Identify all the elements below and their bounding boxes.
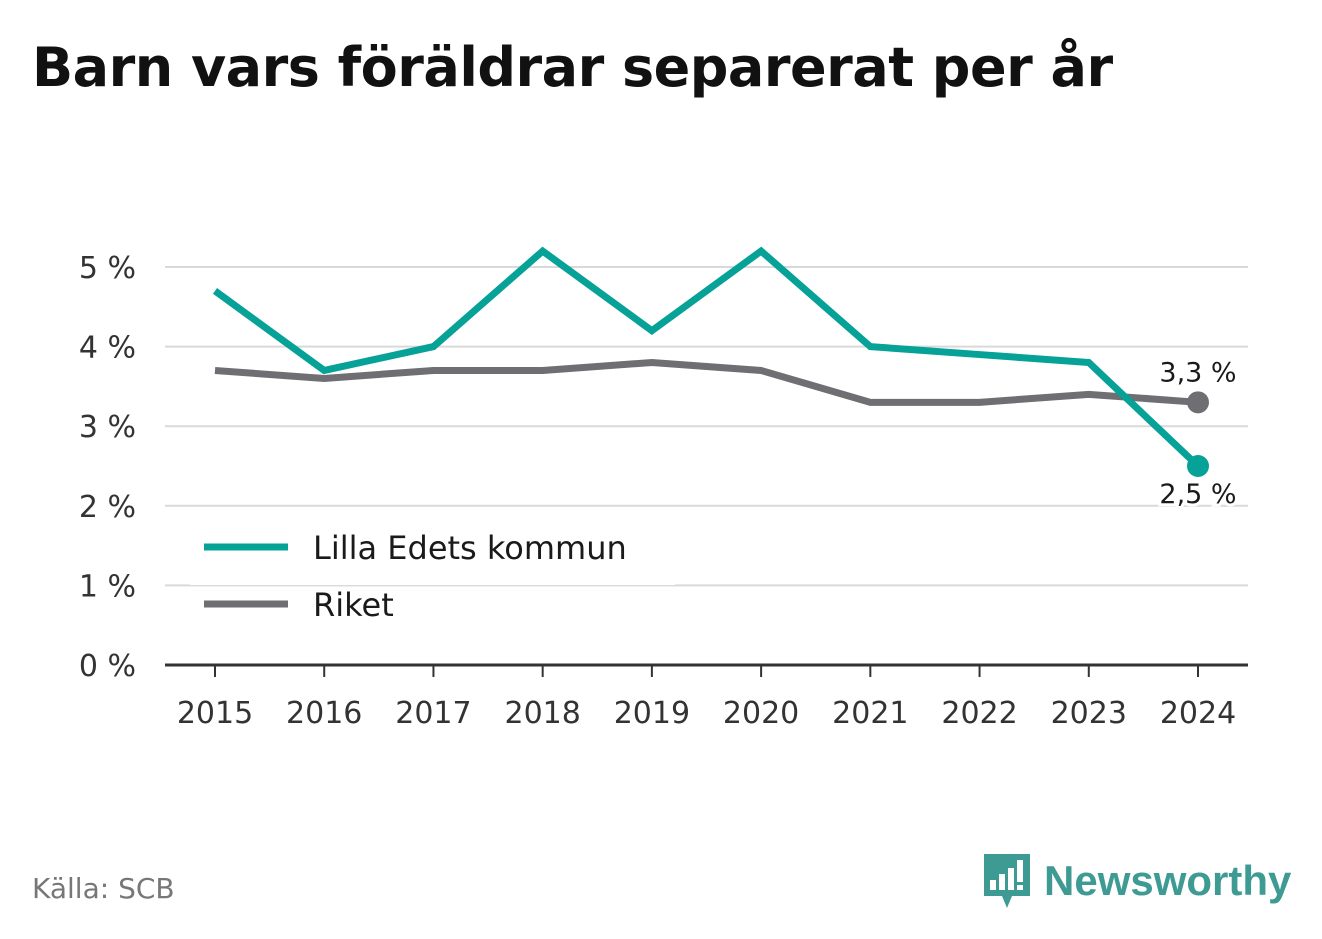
legend-label: Lilla Edets kommun [313,529,627,567]
grid-lines [165,266,1248,587]
y-tick-label: 4 % [79,331,136,366]
x-axis: 2015 2016 2017 2018 2019 2020 2021 2022 2023 2024 [165,663,1248,731]
y-axis-ticks: 0 % 1 % 2 % 3 % 4 % 5 % [79,251,136,684]
y-tick-label: 2 % [79,490,136,525]
y-tick-label: 0 % [79,649,136,684]
y-tick-label: 1 % [79,569,136,604]
x-tick-label: 2017 [395,696,471,731]
x-tick-label: 2016 [286,696,362,731]
x-tick-label: 2015 [177,696,253,731]
series-end-marker [1187,455,1209,477]
x-tick-label: 2020 [723,696,799,731]
data-label: 2,5 % [1159,479,1236,510]
y-tick-label: 3 % [79,410,136,445]
chart-title: Barn vars föräldrar separerat per år [32,36,1113,99]
x-tick-label: 2019 [614,696,690,731]
x-tick-label: 2022 [941,696,1017,731]
y-tick-label: 5 % [79,251,136,286]
series-line [212,246,1201,469]
brand: Newsworthy [980,850,1291,912]
series-line [214,359,1199,406]
x-tick-label: 2021 [832,696,908,731]
legend: Lilla Edets kommun Riket [190,515,675,624]
x-tick-label: 2023 [1051,696,1127,731]
end-labels: 2,5 % 3,3 % [1156,354,1239,513]
newsworthy-logo-icon [984,854,1030,908]
x-tick-label: 2024 [1160,696,1236,731]
legend-label: Riket [313,586,394,624]
data-label: 3,3 % [1159,357,1236,388]
series-end-marker [1187,391,1209,414]
source-note: Källa: SCB [32,872,175,905]
series-lines [212,246,1209,477]
brand-name: Newsworthy [1044,857,1292,904]
x-tick-label: 2018 [504,696,580,731]
